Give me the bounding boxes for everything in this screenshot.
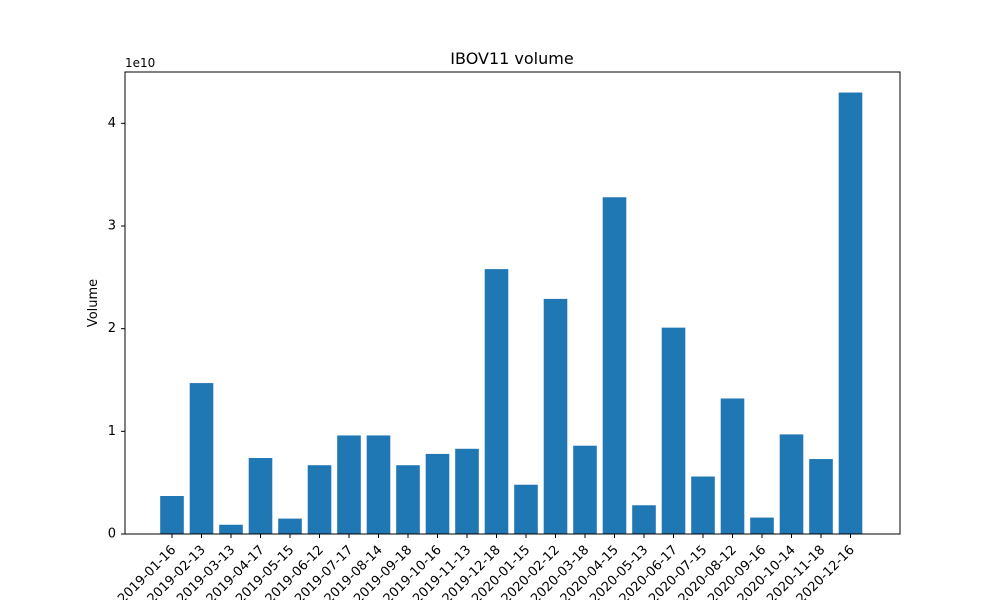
y-tick-label: 0: [108, 527, 116, 542]
bar-2019-06-12: [307, 465, 332, 534]
plot-frame: [124, 71, 901, 535]
bar-2019-09-18: [396, 465, 420, 534]
bar-2020-12-16: [838, 92, 863, 534]
bar-2020-07-15: [691, 476, 715, 534]
y-tick-label: 4: [108, 116, 116, 131]
bar-2019-07-17: [337, 435, 361, 534]
bar-2019-04-17: [248, 458, 273, 534]
y-tick-label: 1: [108, 424, 116, 439]
bar-2020-04-15: [602, 197, 627, 534]
bar-2019-01-16: [160, 496, 184, 534]
bar-2019-03-13: [219, 524, 243, 534]
bar-2020-03-18: [573, 445, 597, 534]
bar-2019-10-16: [425, 453, 450, 534]
bar-2019-02-13: [189, 383, 214, 534]
bar-2020-11-18: [809, 459, 833, 534]
bar-2020-10-14: [779, 434, 804, 534]
y-axis-ticks: 0 1 2 3 4: [108, 116, 125, 542]
y-axis-offset-label: 1e10: [125, 56, 155, 70]
y-axis-label: Volume: [86, 279, 101, 327]
bar-2020-09-16: [750, 517, 774, 534]
bar-2020-08-12: [720, 398, 745, 534]
bar-2019-05-15: [278, 518, 302, 534]
bar-2020-06-17: [661, 327, 686, 534]
y-tick-label: 3: [108, 219, 116, 234]
bar-2020-01-15: [514, 484, 538, 534]
bars-group: [160, 92, 863, 534]
bar-2020-05-13: [632, 505, 656, 534]
bar-2020-02-12: [543, 298, 568, 534]
bar-2019-12-18: [484, 269, 509, 534]
bar-2019-11-13: [455, 448, 479, 534]
bar-2019-08-14: [366, 435, 391, 534]
chart-title: IBOV11 volume: [450, 49, 573, 68]
y-tick-label: 2: [108, 321, 116, 336]
